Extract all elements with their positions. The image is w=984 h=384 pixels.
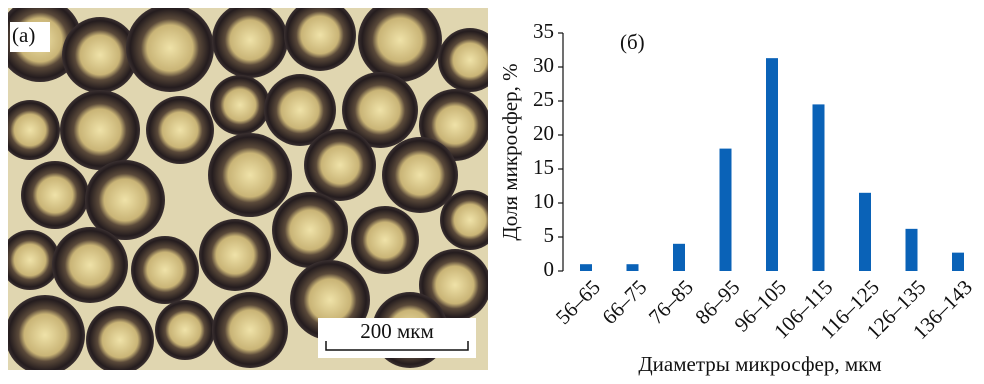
bar bbox=[720, 149, 732, 271]
bar bbox=[627, 264, 639, 271]
panel-label: (а) bbox=[12, 23, 35, 47]
y-tick-label: 0 bbox=[544, 257, 555, 281]
bar bbox=[580, 264, 592, 271]
micrograph: 200 мкм bbox=[0, 0, 502, 375]
bar bbox=[859, 193, 871, 271]
x-tick-label: 56–65 bbox=[551, 275, 605, 329]
y-tick-label: 15 bbox=[533, 155, 554, 179]
y-axis-label: Доля микросфер, % bbox=[498, 63, 522, 240]
bar bbox=[906, 229, 918, 271]
panel-label: (б) bbox=[620, 30, 645, 54]
x-tick-label: 76–85 bbox=[644, 275, 698, 329]
y-tick-label: 10 bbox=[533, 189, 554, 213]
figure: 200 мкм (а) (б) Диаметры микросфер, мкм … bbox=[0, 0, 984, 379]
bar bbox=[813, 104, 825, 271]
x-axis-label: Диаметры микросфер, мкм bbox=[638, 352, 881, 376]
y-tick-label: 25 bbox=[533, 87, 554, 111]
bar bbox=[673, 244, 685, 271]
y-tick-label: 30 bbox=[533, 53, 554, 77]
scale-bar-label: 200 мкм bbox=[360, 319, 434, 343]
y-tick-label: 35 bbox=[533, 19, 554, 43]
x-tick-label: 66–75 bbox=[597, 275, 651, 329]
y-tick-label: 20 bbox=[533, 121, 554, 145]
bar bbox=[766, 58, 778, 271]
bar bbox=[952, 253, 964, 271]
y-tick-label: 5 bbox=[544, 223, 555, 247]
